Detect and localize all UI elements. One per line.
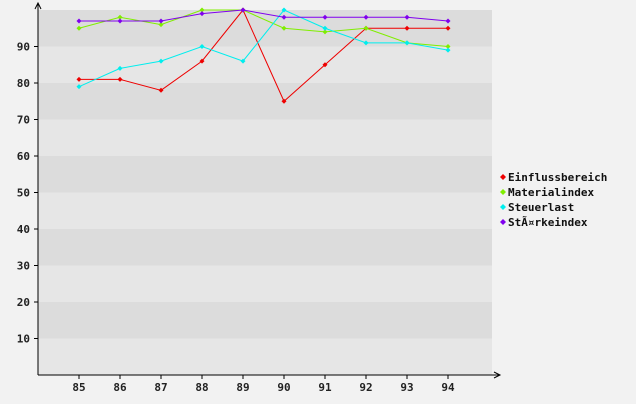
data-point	[363, 14, 369, 20]
series-line	[79, 9, 449, 22]
grid-band	[38, 83, 492, 120]
data-point	[240, 7, 246, 13]
grid-band	[38, 192, 492, 229]
data-point	[158, 58, 164, 64]
x-axis-arrow	[493, 371, 502, 379]
x-tick-label: 86	[113, 381, 127, 394]
data-point	[322, 14, 328, 20]
legend-marker	[500, 204, 506, 210]
y-tick-label: 90	[17, 41, 30, 54]
data-point	[76, 84, 82, 90]
data-point	[76, 25, 82, 31]
data-point	[281, 7, 287, 13]
x-tick-label: 85	[72, 381, 85, 394]
x-tick-label: 90	[277, 381, 290, 394]
data-point	[240, 58, 246, 64]
data-point	[76, 18, 82, 24]
legend-marker	[500, 219, 506, 225]
data-point	[363, 25, 369, 31]
data-point	[404, 25, 410, 31]
data-point	[117, 76, 123, 82]
data-point	[322, 25, 328, 31]
data-point	[445, 44, 451, 49]
data-point	[281, 25, 287, 31]
legend-label: Steuerlast	[508, 201, 574, 214]
grid-band	[38, 338, 492, 375]
data-point	[158, 87, 164, 93]
x-tick-label: 89	[236, 381, 249, 394]
grid-band	[38, 229, 492, 266]
y-tick-label: 80	[17, 77, 30, 90]
data-point	[117, 14, 123, 20]
y-tick-label: 50	[17, 187, 30, 200]
data-point	[199, 44, 205, 49]
y-tick-label: 70	[17, 114, 30, 127]
data-point	[158, 18, 164, 24]
y-tick-label: 10	[17, 333, 30, 346]
x-tick-label: 87	[154, 381, 167, 394]
data-point	[117, 18, 123, 24]
data-point	[158, 22, 164, 28]
y-tick-label: 60	[17, 150, 30, 163]
data-point	[363, 40, 369, 46]
data-point	[404, 14, 410, 20]
data-point	[76, 76, 82, 82]
x-tick-label: 88	[195, 381, 208, 394]
data-point	[199, 11, 205, 17]
grid-band	[38, 265, 492, 302]
legend-marker	[500, 189, 506, 195]
data-point	[322, 62, 328, 68]
grid-band	[38, 302, 492, 339]
legend-label: Materialindex	[508, 186, 594, 199]
data-point	[322, 29, 328, 35]
y-tick-label: 40	[17, 223, 30, 236]
legend-label: StÃ¤rkeindex	[508, 216, 588, 229]
y-axis-arrow	[34, 1, 42, 10]
data-point	[445, 25, 451, 31]
y-tick-label: 30	[17, 260, 30, 273]
grid-band	[38, 156, 492, 193]
data-point	[404, 40, 410, 46]
y-tick-label: 20	[17, 296, 30, 309]
x-tick-label: 93	[400, 381, 413, 394]
data-point	[445, 18, 451, 24]
x-tick-label: 91	[318, 381, 332, 394]
grid-band	[38, 46, 492, 83]
series-line	[79, 9, 448, 103]
data-point	[445, 47, 451, 53]
legend-marker	[500, 174, 506, 180]
data-point	[281, 14, 287, 20]
data-point	[199, 7, 205, 13]
legend-label: Einflussbereich	[508, 171, 607, 184]
x-tick-label: 92	[359, 381, 372, 394]
x-tick-label: 94	[441, 381, 455, 394]
data-point	[281, 98, 287, 104]
grid-band	[38, 119, 492, 156]
data-point	[117, 65, 123, 71]
data-point	[199, 58, 205, 64]
series-line	[78, 9, 449, 88]
